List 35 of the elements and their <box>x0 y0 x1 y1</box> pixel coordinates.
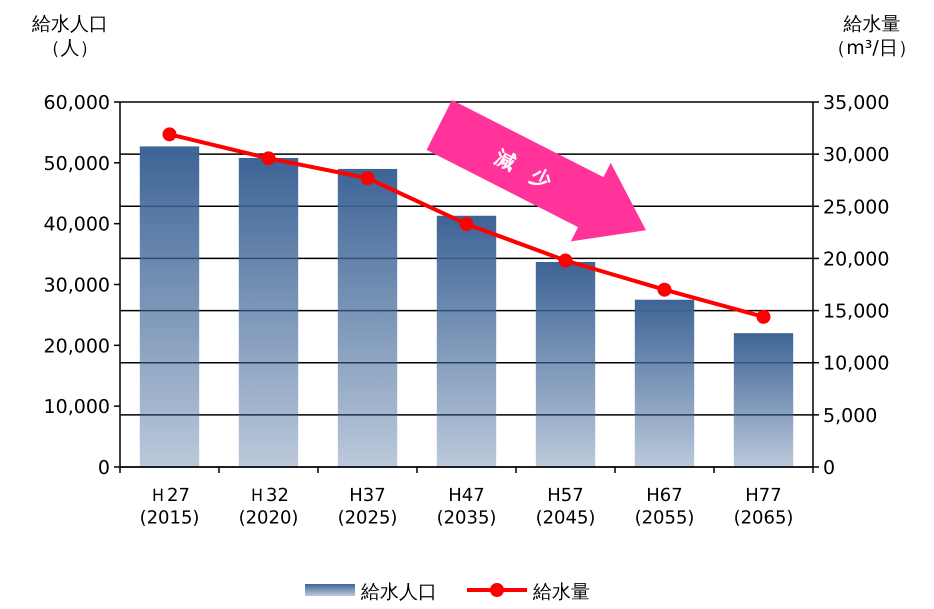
point <box>162 127 176 142</box>
x-tick-label: H77 (2065) <box>734 485 794 528</box>
y-tick-label: 10,000 <box>44 396 110 418</box>
x-tick-label: H57 (2045) <box>536 485 596 528</box>
arrow-decrease: 減 少 <box>426 100 646 242</box>
legend-label: 給水量 <box>532 581 590 603</box>
x-tick-label: H67 (2055) <box>634 485 694 528</box>
point <box>360 171 374 186</box>
y2-tick-label: 30,000 <box>823 144 890 166</box>
y-tick-label: 30,000 <box>44 274 110 296</box>
point <box>262 151 276 166</box>
y-tick-label: 40,000 <box>44 214 110 236</box>
legend-label: 給水人口 <box>360 581 437 603</box>
y-axis-title: 給水人口（人） <box>31 13 108 59</box>
point <box>460 217 474 232</box>
y-tick-label: 50,000 <box>44 152 110 175</box>
x-tick-label: Ｈ27 (2015) <box>140 485 200 528</box>
y2-axis-title: 給水量（m³/日） <box>827 13 917 59</box>
y2-tick-label: 5,000 <box>823 404 878 427</box>
y2-tick-label: 10,000 <box>823 352 890 375</box>
annotation: 減 少 <box>490 144 557 194</box>
point <box>658 282 672 297</box>
point <box>558 254 572 268</box>
y2-tick-label: 20,000 <box>823 248 890 270</box>
y-tick-label: 0 <box>98 457 110 479</box>
y2-tick-label: 35,000 <box>823 92 890 114</box>
y2-tick-label: 25,000 <box>823 196 890 218</box>
x-tick-label: Ｈ32 (2020) <box>238 485 298 528</box>
y-tick-label: 60,000 <box>44 92 110 114</box>
x-tick-label: H47 (2035) <box>436 485 496 528</box>
y2-tick-label: 15,000 <box>823 300 890 323</box>
point <box>756 310 770 324</box>
y2-tick-label: 0 <box>823 457 836 479</box>
x-tick-label: H37 (2025) <box>338 485 398 528</box>
y-tick-label: 20,000 <box>44 335 110 358</box>
